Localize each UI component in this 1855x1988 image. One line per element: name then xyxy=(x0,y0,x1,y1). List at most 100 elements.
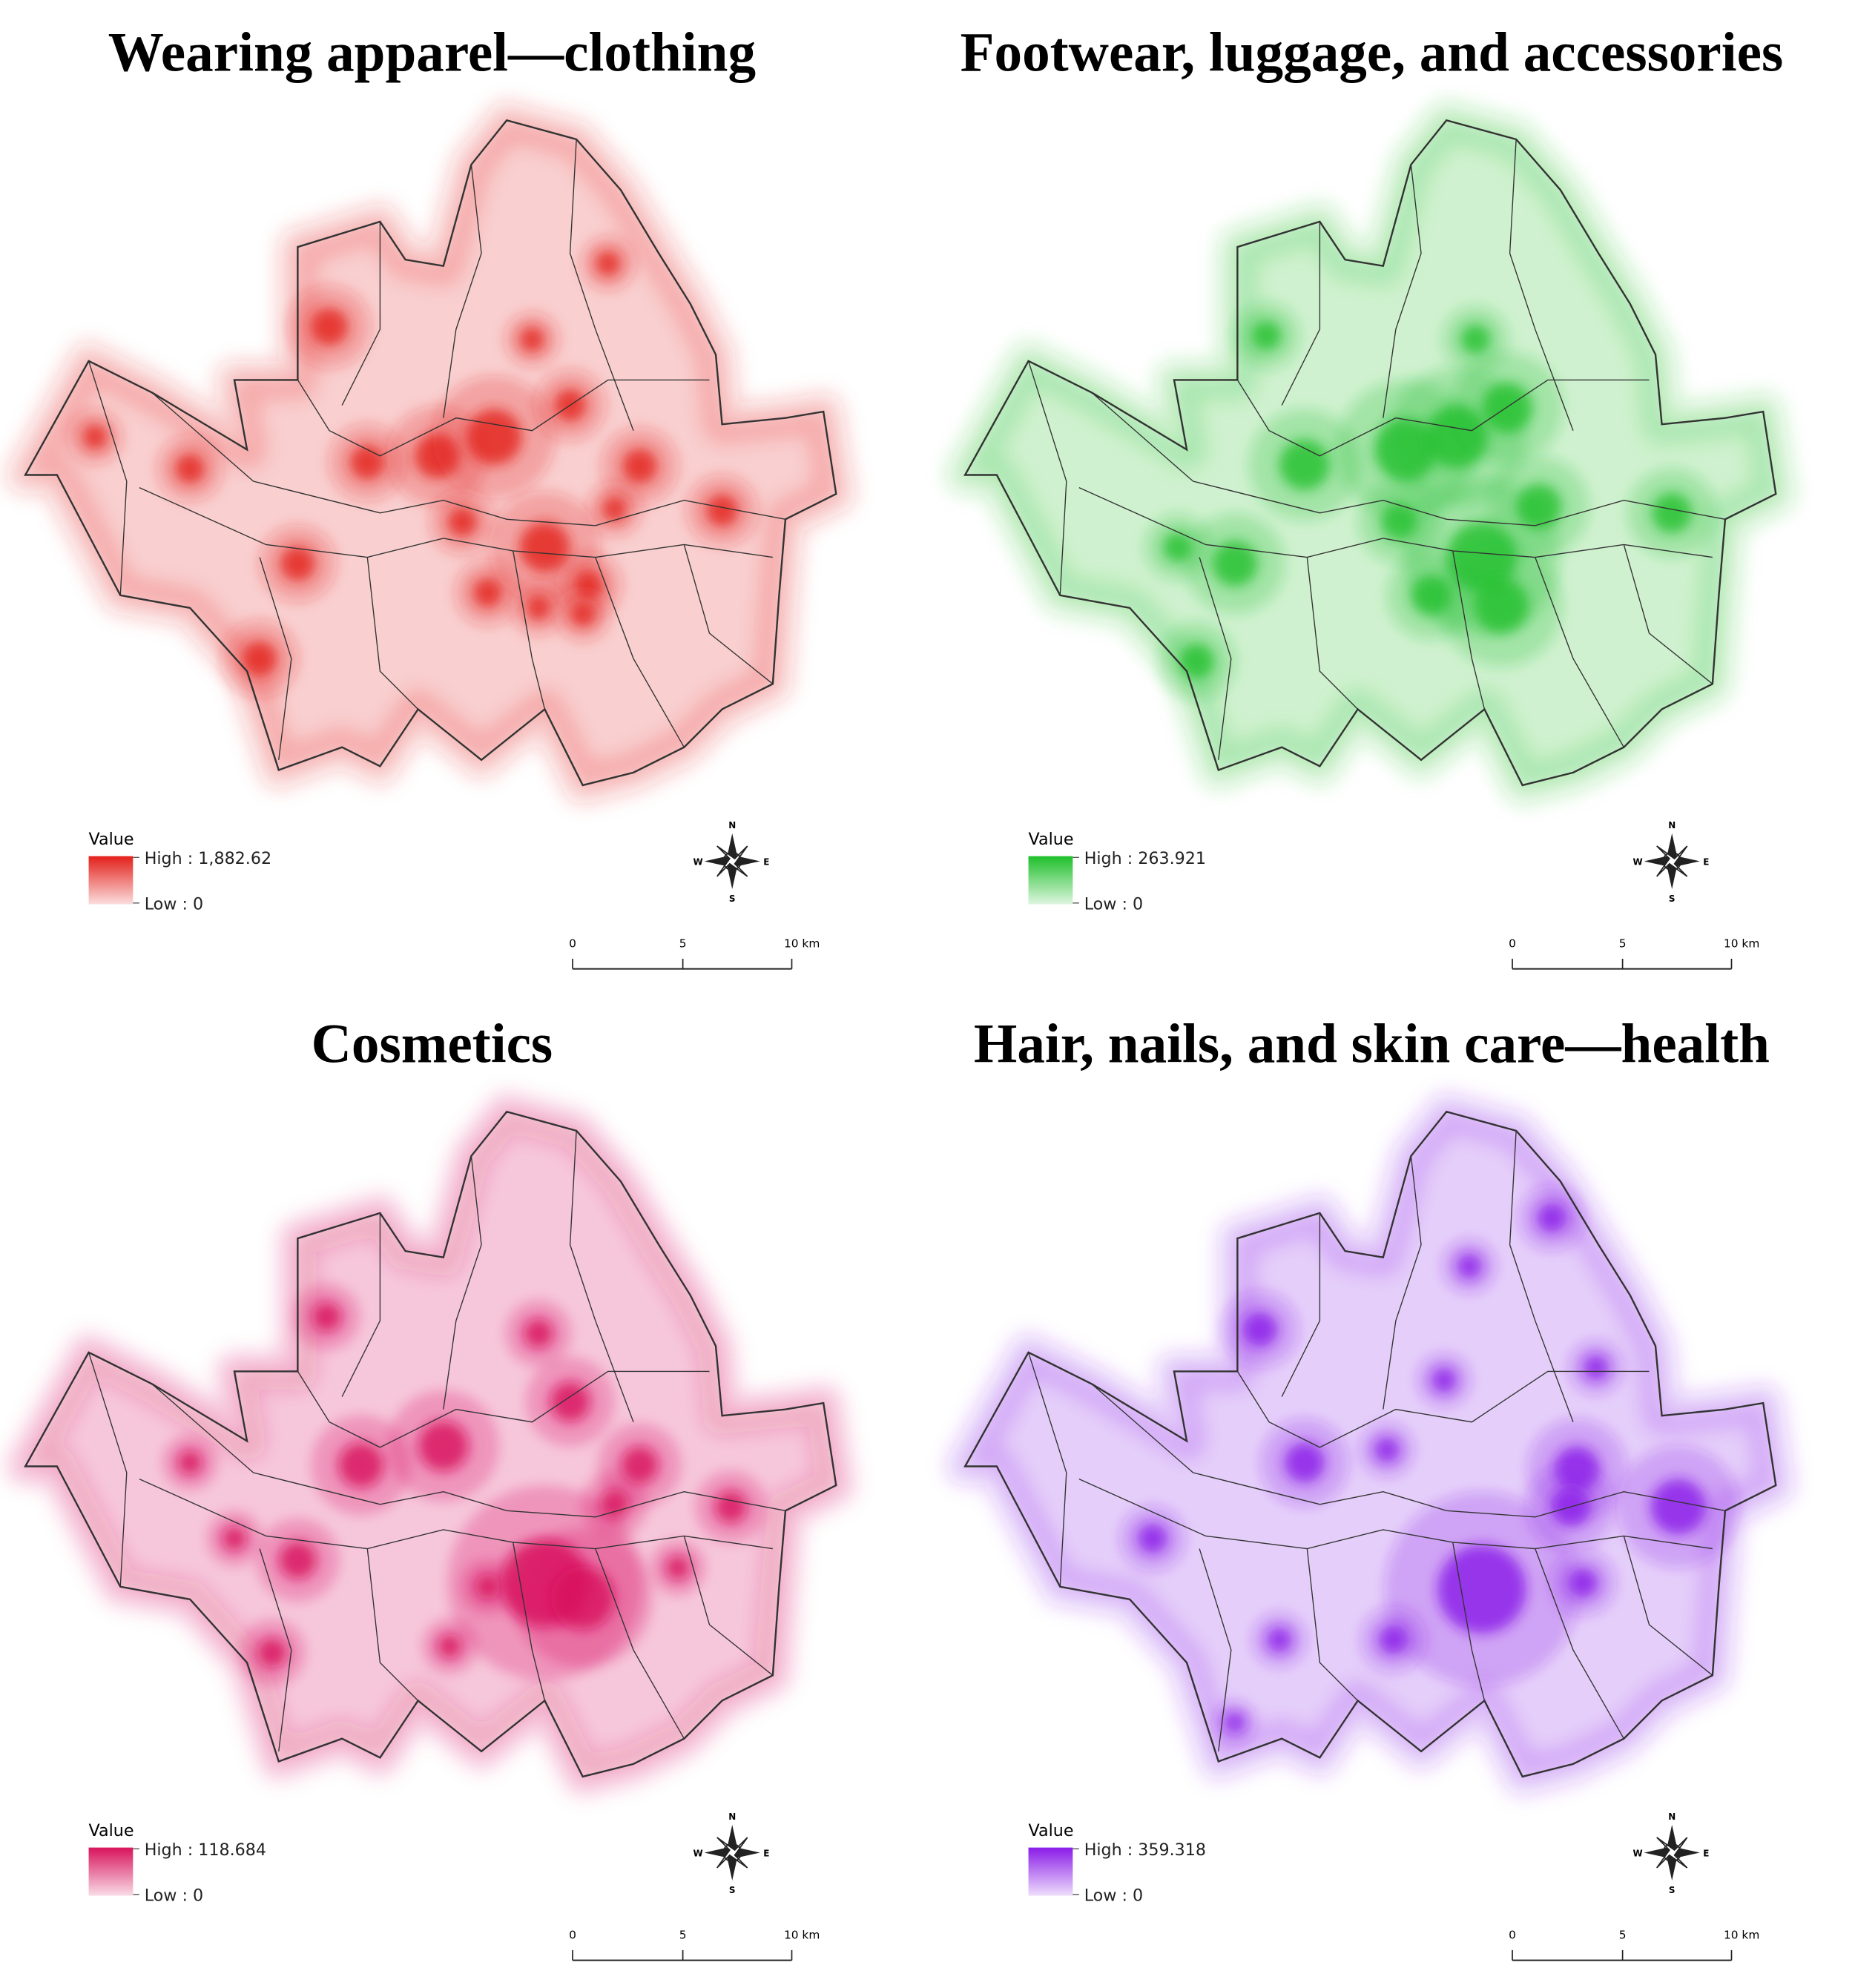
density-hotspot xyxy=(280,546,316,581)
map-panel: Hair, nails, and skin care—health Value Hi… xyxy=(946,1014,1795,1961)
compass-s: S xyxy=(1669,894,1676,904)
district-boundary xyxy=(443,164,482,418)
city-boundary xyxy=(24,1110,837,1778)
compass-ring xyxy=(722,1843,742,1863)
density-hotspot xyxy=(1568,1568,1599,1599)
density-hotspot xyxy=(82,424,108,450)
scale-label: 10 km xyxy=(1724,937,1759,951)
density-hotspot xyxy=(1284,1442,1325,1483)
density-hotspot xyxy=(447,506,478,538)
legend-high: High : 359.318 xyxy=(1084,1840,1206,1860)
legend-title: Value xyxy=(89,1821,134,1840)
density-hotspot xyxy=(1374,1437,1400,1463)
scale-label: 5 xyxy=(679,937,687,951)
compass-e: E xyxy=(1703,1849,1709,1859)
scale-label: 5 xyxy=(679,1929,687,1942)
district-boundary xyxy=(139,486,773,558)
density-hotspot xyxy=(437,1633,463,1660)
district-boundary xyxy=(88,360,128,595)
density-hotspot xyxy=(1437,1545,1526,1634)
district-boundary xyxy=(1383,164,1422,418)
compass-w: W xyxy=(693,857,703,868)
density-hotspot xyxy=(1242,1312,1279,1347)
district-boundary xyxy=(1199,1548,1232,1751)
legend-low: Low : 0 xyxy=(145,894,203,914)
density-hotspot xyxy=(1456,1253,1483,1279)
compass-s: S xyxy=(729,894,736,904)
compass-rose xyxy=(716,1837,748,1869)
map-title: Hair, nails, and skin care—health xyxy=(974,1014,1770,1075)
district-boundary xyxy=(1078,1478,1713,1550)
district-boundary xyxy=(1091,1383,1726,1518)
compass-n: N xyxy=(1668,820,1676,830)
scale-label: 10 km xyxy=(784,1929,820,1942)
district-boundary xyxy=(1623,1536,1713,1676)
district-boundary xyxy=(1535,557,1624,748)
legend-low: Low : 0 xyxy=(1084,894,1143,914)
density-hotspot xyxy=(310,308,349,346)
density-hotspot xyxy=(519,521,570,573)
district-boundary xyxy=(151,1383,786,1518)
density-hotspot xyxy=(1482,382,1533,434)
scale-label: 0 xyxy=(569,937,576,951)
district-boundary xyxy=(1383,1155,1422,1410)
density-hotspot xyxy=(550,1381,590,1422)
density-hotspot xyxy=(466,409,522,465)
density-hotspot xyxy=(1536,1203,1567,1234)
compass-e: E xyxy=(1703,857,1709,868)
district-boundary xyxy=(1236,379,1650,457)
density-hotspot xyxy=(1137,1523,1168,1554)
city-boundary xyxy=(24,119,837,787)
district-boundary xyxy=(259,557,292,760)
scale-label: 10 km xyxy=(784,937,820,951)
district-boundary xyxy=(683,1536,774,1676)
density-hotspot xyxy=(1516,483,1562,529)
scale-label: 10 km xyxy=(1724,1929,1759,1942)
district-boundary xyxy=(513,1542,546,1701)
legend-ramp xyxy=(88,856,134,905)
legend-low: Low : 0 xyxy=(145,1886,203,1905)
density-hotspot xyxy=(418,1421,469,1472)
density-hotspot xyxy=(1251,320,1282,351)
map-title: Footwear, luggage, and accessories xyxy=(961,22,1784,84)
compass-s: S xyxy=(1669,1885,1676,1895)
density-hotspot xyxy=(1266,1627,1292,1653)
density-hotspot xyxy=(1377,1625,1408,1655)
district-boundary xyxy=(366,557,419,710)
map-panel: Footwear, luggage, and accessories Value H… xyxy=(946,22,1795,970)
compass-s: S xyxy=(729,1885,736,1895)
district-boundary xyxy=(341,221,381,406)
district-boundary xyxy=(569,139,634,431)
density-hotspot xyxy=(714,1490,748,1524)
district-boundary xyxy=(1199,557,1232,760)
density-hotspot xyxy=(174,453,205,484)
district-boundary xyxy=(595,557,685,748)
city-boundary xyxy=(963,1110,1777,1778)
compass-rose xyxy=(1656,1837,1688,1869)
district-boundary xyxy=(513,550,546,710)
legend-title: Value xyxy=(1029,1821,1074,1840)
district-boundary xyxy=(683,544,774,684)
district-boundary xyxy=(1509,139,1574,431)
density-hotspot xyxy=(1279,439,1331,490)
city-boundary xyxy=(963,119,1777,787)
compass-ring xyxy=(722,851,742,871)
density-hotspot xyxy=(177,1450,203,1476)
scale-label: 0 xyxy=(569,1929,576,1942)
compass-rose xyxy=(716,845,748,877)
district-boundary xyxy=(1236,1370,1650,1448)
district-boundary xyxy=(139,1478,773,1550)
density-hotspot xyxy=(705,494,739,527)
compass-rose xyxy=(1656,845,1688,877)
compass-n: N xyxy=(1668,1812,1676,1822)
compass-ring xyxy=(1662,1843,1682,1863)
district-boundary xyxy=(1281,221,1321,406)
district-boundary xyxy=(1509,1130,1574,1422)
map-panel: Wearing apparel—clothing Value High : 1,88… xyxy=(6,22,855,970)
density-hotspot xyxy=(1225,1711,1245,1733)
density-hotspot xyxy=(1431,1367,1457,1393)
legend-ramp xyxy=(1028,856,1073,905)
density-hotspot xyxy=(665,1555,691,1581)
compass-ring xyxy=(1662,851,1682,871)
